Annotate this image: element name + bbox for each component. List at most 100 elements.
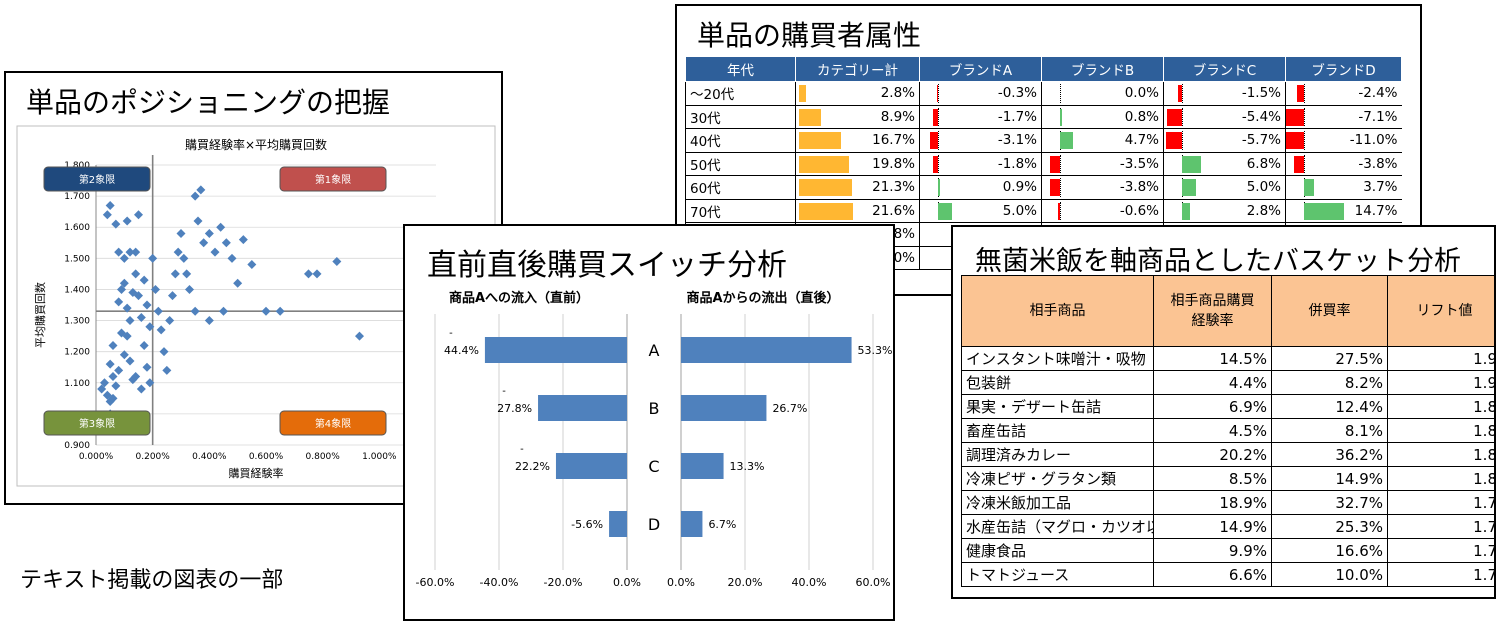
basket-value-cell: 14.5% [1153,346,1272,371]
age-cell: 60代 [685,175,796,200]
attribute-value-cell: 21.6% [795,199,920,223]
attribute-bar [933,155,938,173]
attribute-bar [1286,132,1304,149]
attribute-bar [799,108,822,126]
attribute-value-label: -11.0% [1349,132,1398,148]
basket-value-cell: 10.0% [1271,562,1388,587]
outflow-x-tick: 40.0% [792,576,827,589]
scatter-point [117,284,126,294]
basket-value-cell: 1.9 [1387,370,1494,395]
attribute-value-cell: -3.1% [919,128,1042,153]
basket-value-cell: 14.9% [1153,514,1272,539]
scatter-point [119,278,129,288]
attribute-value-label: 5.0% [1246,179,1281,195]
scatter-point [332,256,342,266]
basket-product-cell: 水産缶詰（マグロ・カツオ以 [961,514,1154,539]
basket-value-cell: 12.4% [1271,394,1388,419]
basket-product-cell: 畜産缶詰 [961,418,1154,443]
attribute-value-label: 0.0% [1124,85,1159,101]
quadrant-label-box [43,166,151,192]
basket-value-cell: 9.9% [1153,538,1272,563]
attribute-bar [1060,108,1063,126]
attribute-bar [1166,132,1182,149]
attribute-value-cell: 0.0% [1041,81,1164,106]
attribute-value-label: 5.0% [1002,202,1037,219]
attribute-value-label: 16.7% [872,132,915,148]
attribute-bar [937,85,938,102]
age-cell: 50代 [685,152,796,176]
attribute-bar [1177,85,1182,102]
inflow-bar [609,511,627,537]
attribute-bar [799,132,841,149]
basket-value-cell: 32.7% [1271,490,1388,515]
attribute-bar [938,179,941,196]
attribute-value-cell: 19.8% [795,152,920,176]
switch-category-label: C [648,457,659,476]
quadrant-label-box [279,410,387,436]
attribute-bar [929,132,938,149]
attribute-value-cell: -1.5% [1163,81,1286,106]
scatter-point [355,331,364,341]
scatter-y-tick: 1.100 [64,379,90,389]
age-cell: 40代 [685,128,796,153]
scatter-point [131,247,141,257]
scatter-point [122,303,132,313]
basket-column-header: 相手商品購買 経験率 [1153,275,1272,347]
attribute-value-cell: -2.4% [1285,81,1402,106]
attribute-value-label: -3.8% [1119,179,1159,195]
attribute-value-label: 6.8% [1246,155,1281,172]
basket-product-cell: 調理済みカレー [961,442,1154,467]
scatter-point [122,331,132,341]
scatter-x-tick: 0.600% [249,452,284,462]
outflow-bar [681,511,703,537]
scatter-ylabel: 平均購買回数 [33,282,47,348]
attribute-zero-line [1182,107,1183,126]
scatter-point [136,384,146,394]
switch-category-label: B [649,399,660,418]
scatter-title: 購買経験率×平均購買回数 [185,137,327,152]
attribute-value-label: 8.9% [880,108,915,125]
table-row: 冷凍ピザ・グラタン類 8.5% 14.9% 1.8 [961,466,1494,491]
scatter-y-tick: 1.800 [64,161,90,171]
table-row: ～20代 2.8% -0.3% 0.0% -1.5% -2.4% [685,81,1402,106]
inflow-x-tick: -40.0% [480,576,519,589]
scatter-xlabel: 購買経験率 [229,466,284,480]
attribute-bar [1297,85,1304,102]
attribute-value-cell: 5.0% [919,199,1042,223]
attribute-value-cell: 4.7% [1041,128,1164,153]
scatter-point [261,306,271,316]
scatter-point [190,306,200,316]
table-row: 冷凍米飯加工品 18.9% 32.7% 1.7 [961,490,1494,515]
scatter-point [168,291,177,301]
basket-column-header: 相手商品 [961,275,1154,347]
attribute-column-header: ブランドD [1285,56,1402,82]
basket-product-cell: 健康食品 [961,538,1154,563]
attribute-value-label: -5.7% [1241,132,1281,148]
quadrant-label: 第3象限 [79,417,115,430]
scatter-point [193,216,203,226]
inflow-value-label: -5.6% [571,518,603,531]
basket-value-cell: 1.8 [1387,442,1494,467]
scatter-x-tick: 0.800% [306,452,341,462]
attribute-value-label: 21.3% [872,179,915,195]
attribute-value-label: -1.5% [1241,85,1281,101]
scatter-point [131,372,141,382]
quadrant-label: 第4象限 [315,417,351,430]
outflow-value-label: 6.7% [708,518,736,531]
basket-value-cell: 1.8 [1387,418,1494,443]
scatter-point [165,316,175,326]
scatter-x-tick: 0.000% [79,452,114,462]
attribute-bar [938,202,952,220]
scatter-point [134,291,143,301]
inflow-dash-mark: - [502,386,506,397]
scatter-point [105,200,115,210]
attribute-value-cell: -1.8% [919,152,1042,176]
attribute-value-label: -0.3% [997,85,1037,101]
basket-value-cell: 6.6% [1153,562,1272,587]
attribute-bar [1182,202,1190,220]
attribute-value-cell: -0.6% [1041,199,1164,223]
scatter-point [162,365,172,375]
scatter-point [304,269,313,279]
scatter-point [170,269,180,279]
attribute-bar [799,202,853,220]
